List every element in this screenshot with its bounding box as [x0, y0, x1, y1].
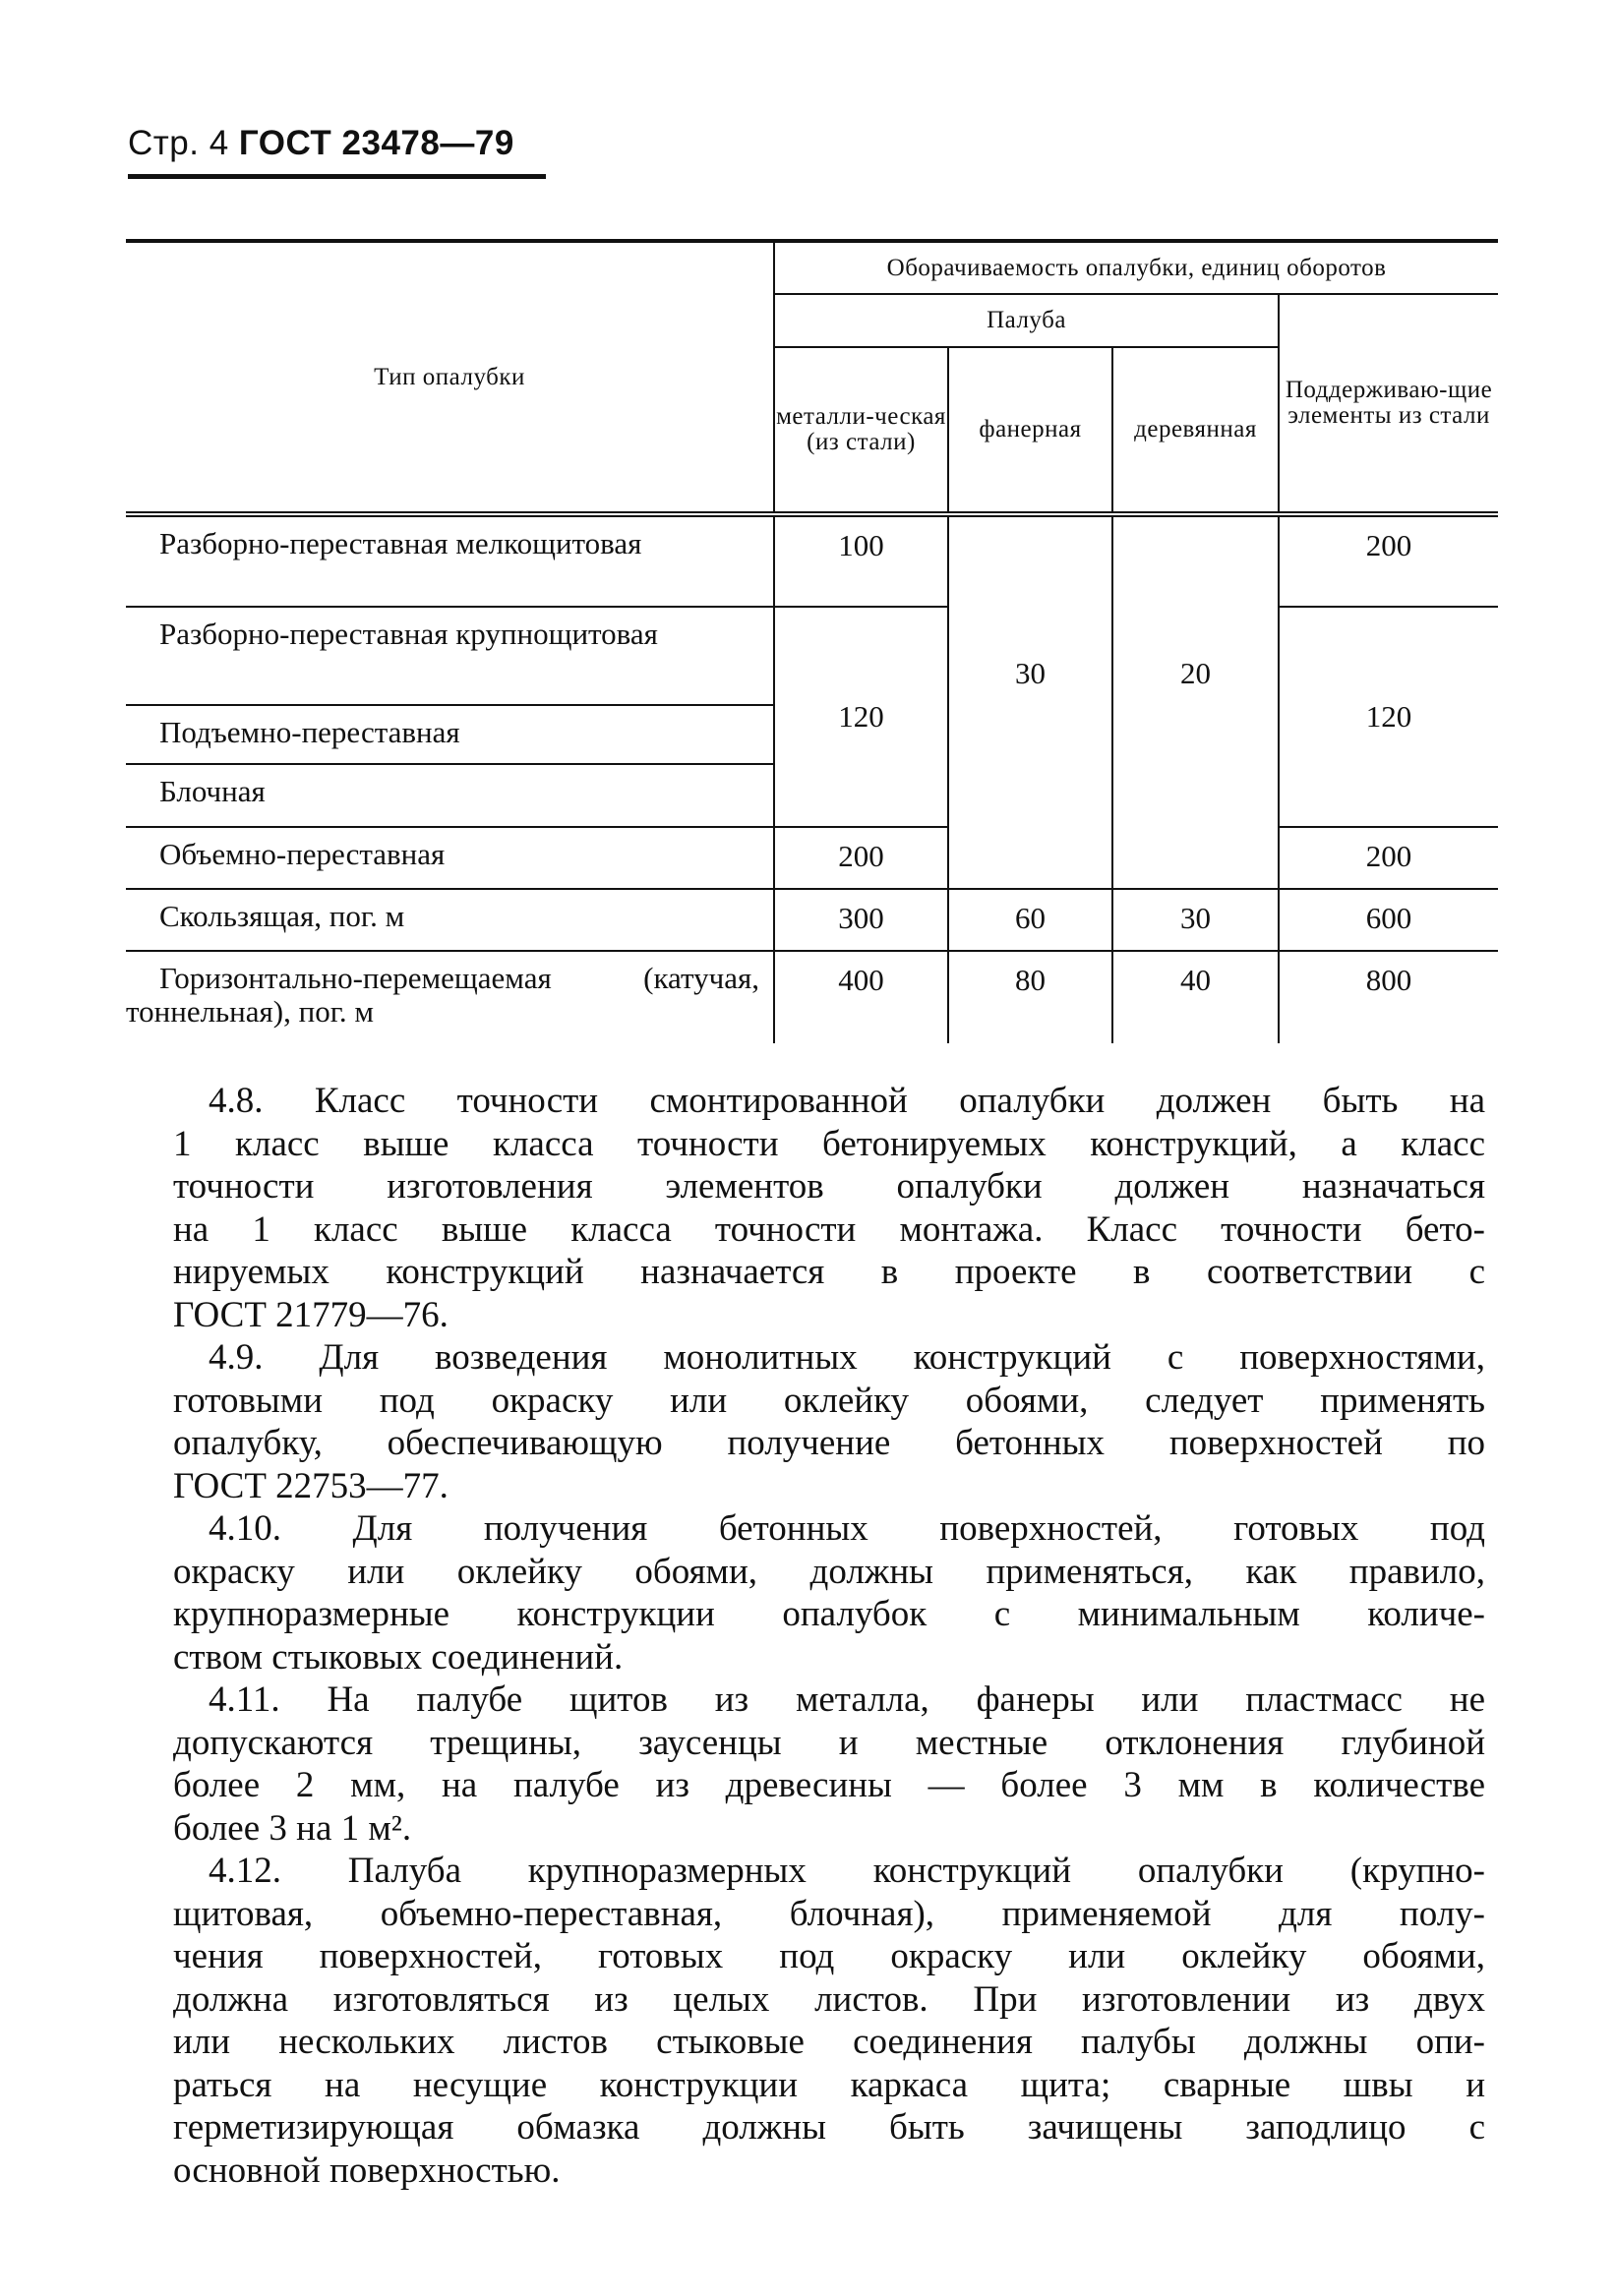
paragraph-line: нируемых конструкций назначается в проек…	[173, 1252, 1485, 1292]
col-header-type: Тип опалубки	[126, 241, 774, 517]
paragraph-line: ством стыковых соединений.	[173, 1636, 624, 1678]
paragraph-line: ГОСТ 21779—76.	[173, 1294, 449, 1335]
paragraph-line: более 2 мм, на палубе из древесины — бол…	[173, 1765, 1485, 1805]
paragraph-line: окраску или оклейку обоями, должны приме…	[173, 1551, 1485, 1592]
row-type: Подъемно-переставная	[126, 705, 774, 765]
table-row: Объемно-переставная 200 200	[126, 827, 1499, 890]
paragraph-line: 4.11. На палубе щитов из металла, фанеры…	[209, 1679, 1485, 1720]
paragraph-1: 4.8. Класс точности смонтированной опалу…	[173, 1080, 1485, 1336]
paragraph-line: должна изготовляться из целых листов. Пр…	[173, 1978, 1485, 2020]
col-header-wood: деревянная	[1111, 347, 1279, 517]
row-type: Объемно-переставная	[126, 827, 774, 890]
paragraph-line: или нескольких листов стыковые соединени…	[173, 2022, 1485, 2062]
paragraph-line: 4.10. Для получения бетонных поверхносте…	[209, 1508, 1485, 1549]
cell-support: 800	[1277, 951, 1499, 1043]
cell-support: 120	[1277, 607, 1499, 828]
table-row: Разборно-переставная крупнощитовая 120 1…	[126, 607, 1499, 828]
paragraph-line: щитовая, объемно-переставная, блочная), …	[173, 1893, 1485, 1934]
paragraph-line: крупноразмерные конструкции опалубок с м…	[173, 1594, 1485, 1634]
paragraph-line: точности изготовления элементов опалубки…	[173, 1166, 1485, 1207]
paragraph-line: чения поверхностей, готовых под окраску …	[173, 1936, 1485, 1976]
header-rule	[128, 174, 546, 179]
cell-wood: 40	[1111, 951, 1279, 1043]
table-row: Горизонтально-перемещаемая (катучая, тон…	[126, 951, 1499, 1043]
table-row: Подъемно-переставная	[126, 705, 1498, 765]
cell-metal: 200	[773, 827, 948, 890]
paragraph-3: 4.10. Для получения бетонных поверхносте…	[173, 1507, 1485, 1678]
cell-metal: 400	[773, 951, 948, 1043]
row-type: Скользящая, пог. м	[126, 889, 774, 952]
paragraph-line: 1 класс выше класса точности бетонируемы…	[173, 1123, 1485, 1164]
col-header-metal: металли-ческая (из стали)	[773, 347, 948, 517]
table-row: Блочная	[126, 764, 1498, 828]
paragraph-line: основной поверхностью.	[173, 2149, 561, 2191]
cell-plywood: 30	[947, 514, 1112, 890]
body-text: 4.8. Класс точности смонтированной опалу…	[173, 1080, 1485, 2192]
cell-support: 200	[1277, 514, 1499, 608]
paragraph-line: герметизирующая обмазка должны быть зачи…	[173, 2107, 1485, 2148]
paragraph-4: 4.11. На палубе щитов из металла, фанеры…	[173, 1678, 1485, 1850]
paragraph-line: готовыми под окраску или оклейку обоями,…	[173, 1380, 1485, 1421]
standard-number: ГОСТ 23478—79	[238, 124, 514, 162]
cell-plywood: 60	[947, 889, 1112, 952]
cell-metal: 300	[773, 889, 948, 952]
cell-wood: 30	[1111, 889, 1279, 952]
paragraph-line: на 1 класс выше класса точности монтажа.…	[173, 1208, 1485, 1250]
paragraph-line: ГОСТ 22753—77.	[173, 1465, 449, 1506]
cell-metal: 100	[773, 514, 948, 608]
paragraph-line: 4.8. Класс точности смонтированной опалу…	[209, 1081, 1485, 1121]
page-header: Стр. 4 ГОСТ 23478—79	[128, 124, 514, 163]
row-type: Горизонтально-перемещаемая (катучая, тон…	[126, 961, 759, 1029]
paragraph-line: 4.12. Палуба крупноразмерных конструкций…	[209, 1851, 1485, 1891]
paragraph-line: более 3 на 1 м².	[173, 1807, 412, 1849]
cell-support: 600	[1277, 889, 1499, 952]
table-row: Разборно-переставная мелкощитовая 100 30…	[126, 514, 1499, 890]
cell-support: 200	[1277, 827, 1499, 890]
row-type: Разборно-переставная мелкощитовая	[126, 514, 774, 608]
paragraph-line: допускаются трещины, заусенцы и местные …	[173, 1722, 1485, 1763]
paragraph-5: 4.12. Палуба крупноразмерных конструкций…	[173, 1850, 1485, 2192]
row-type: Блочная	[126, 764, 774, 828]
paragraph-line: 4.9. Для возведения монолитных конструкц…	[209, 1337, 1485, 1378]
cell-wood: 20	[1111, 514, 1279, 890]
col-header-plywood: фанерная	[947, 347, 1112, 517]
col-header-deck: Палуба	[773, 294, 1279, 348]
paragraph-2: 4.9. Для возведения монолитных конструкц…	[173, 1336, 1485, 1507]
cell-metal: 120	[773, 607, 948, 828]
cell-plywood: 80	[947, 951, 1112, 1043]
col-header-support: Поддерживаю-щие элементы из стали	[1277, 294, 1499, 517]
col-header-group: Оборачиваемость опалубки, единиц оборото…	[772, 241, 1499, 295]
row-type: Разборно-переставная крупнощитовая	[126, 607, 774, 706]
formwork-turnover-table: Тип опалубки Оборачиваемость опалубки, е…	[126, 239, 1499, 1043]
paragraph-line: раться на несущие конструкции каркаса щи…	[173, 2064, 1485, 2105]
paragraph-line: опалубку, обеспечивающую получение бетон…	[173, 1423, 1485, 1463]
page-number: Стр. 4	[128, 124, 229, 162]
table-row: Скользящая, пог. м 300 60 30 600	[126, 889, 1499, 952]
